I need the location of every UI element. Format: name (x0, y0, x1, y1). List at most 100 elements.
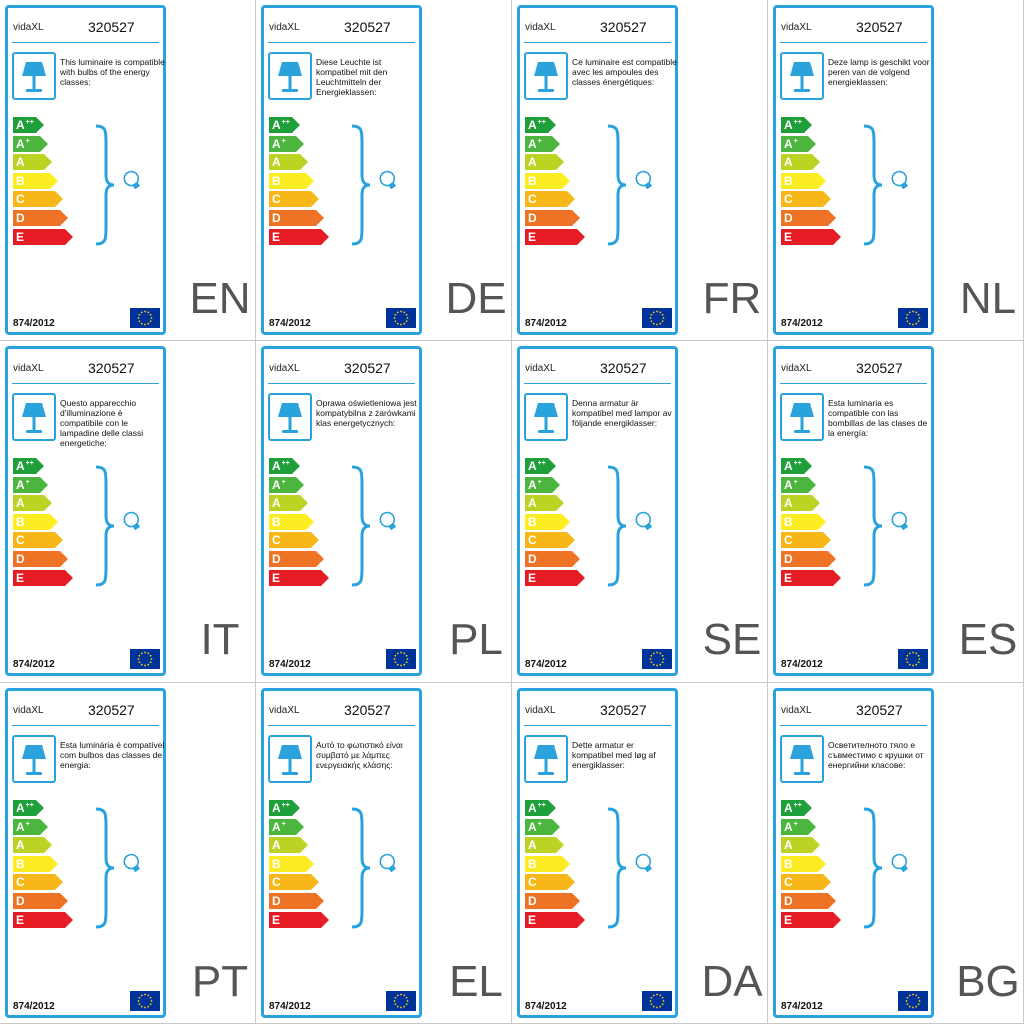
energy-class-letter: A (16, 136, 25, 151)
language-code: DA (701, 957, 763, 1006)
brand-name: vidaXL (525, 22, 556, 33)
energy-class-letter: E (16, 912, 25, 927)
regulation-number: 874/2012 (525, 659, 567, 670)
energy-class-letter: C (784, 192, 793, 207)
label-cell-de: vidaXL 320527 Diese Leuchte ist kompatib… (256, 0, 512, 341)
energy-class-label: E (16, 230, 24, 244)
model-number: 320527 (88, 702, 135, 718)
energy-class-label: A+ (16, 478, 30, 492)
model-number: 320527 (856, 360, 903, 376)
language-code: SE (702, 615, 762, 664)
energy-class-label: E (16, 913, 24, 927)
energy-class-arrow: C (781, 532, 833, 549)
energy-class-arrow: B (13, 855, 60, 872)
energy-class-letter: A (528, 838, 537, 853)
eu-flag-icon (898, 308, 928, 328)
energy-class-arrow: C (269, 874, 321, 891)
energy-class-letter: C (16, 875, 25, 890)
energy-class-label: A (16, 155, 25, 169)
energy-class-label: A+ (16, 820, 30, 834)
label-cell-fr: vidaXL 320527 Ce luminaire est compatibl… (512, 0, 768, 341)
energy-class-letter: D (528, 210, 537, 225)
energy-class-arrow: E (781, 228, 843, 245)
energy-class-letter: D (528, 551, 537, 566)
energy-class-label: A+ (16, 137, 30, 151)
energy-class-arrow: A (269, 837, 310, 854)
brace-icon (351, 807, 371, 929)
energy-class-label: B (16, 857, 25, 871)
energy-class-arrow: C (13, 874, 65, 891)
eu-flag-icon (130, 649, 160, 669)
language-code: EL (449, 957, 503, 1006)
header-divider (780, 383, 927, 384)
energy-class-letter: A (528, 819, 537, 834)
energy-class-label: A++ (272, 118, 290, 132)
energy-label-card: vidaXL 320527 Esta luminaria es compatib… (773, 346, 934, 676)
energy-class-label: A (16, 496, 25, 510)
energy-class-letter: B (16, 173, 25, 188)
energy-label-card: vidaXL 320527 Deze lamp is geschikt voor… (773, 5, 934, 335)
energy-class-label: A+ (784, 137, 798, 151)
energy-class-label: E (784, 230, 792, 244)
energy-class-letter: D (16, 210, 25, 225)
brace-icon (95, 807, 115, 929)
energy-class-superscript: ++ (537, 460, 546, 467)
energy-class-letter: B (16, 514, 25, 529)
brand-name: vidaXL (781, 363, 812, 374)
energy-class-label: A (272, 496, 281, 510)
energy-class-arrow: A (781, 154, 822, 171)
table-lamp-icon (12, 52, 56, 100)
energy-class-label: A++ (16, 459, 34, 473)
energy-class-arrow: A (269, 495, 310, 512)
label-cell-da: vidaXL 320527 Dette armatur er kompatibe… (512, 683, 768, 1024)
energy-class-letter: D (16, 893, 25, 908)
table-lamp-icon (524, 393, 568, 441)
model-number: 320527 (856, 19, 903, 35)
energy-class-arrow: A+ (525, 135, 562, 152)
energy-class-label: A++ (784, 118, 802, 132)
compatibility-text: Αυτό το φωτιστικό είναι συμβατό με λάμπε… (316, 740, 403, 770)
energy-class-superscript: + (793, 820, 798, 828)
header-divider (524, 725, 671, 726)
energy-class-label: C (528, 192, 537, 206)
brace-icon (351, 124, 371, 246)
energy-class-label: C (16, 192, 25, 206)
compatibility-text: Esta luminaria es compatible con las bom… (828, 398, 928, 438)
energy-class-label: B (272, 174, 281, 188)
energy-class-label: A++ (528, 118, 546, 132)
label-cell-bg: vidaXL 320527 Осветителното тяло е съвме… (768, 683, 1024, 1024)
energy-class-arrow: A++ (13, 117, 46, 133)
energy-class-letter: B (528, 514, 537, 529)
energy-class-letter: A (16, 819, 25, 834)
energy-class-label: C (16, 533, 25, 547)
regulation-number: 874/2012 (13, 659, 55, 670)
energy-class-arrow: C (525, 874, 577, 891)
light-bulb-icon (123, 853, 141, 873)
brand-name: vidaXL (13, 22, 44, 33)
language-code: NL (959, 274, 1017, 323)
energy-class-arrow: A (525, 837, 566, 854)
energy-class-label: C (784, 192, 793, 206)
energy-class-arrow: E (525, 228, 587, 245)
energy-class-label: A (272, 155, 281, 169)
energy-class-letter: E (528, 229, 537, 244)
compatibility-text: Dette armatur er kompatibel med løg af e… (572, 740, 656, 770)
energy-class-arrow: A (13, 837, 54, 854)
energy-class-letter: D (784, 551, 793, 566)
energy-class-label: D (16, 211, 25, 225)
language-code: PL (449, 615, 503, 664)
energy-class-label: D (528, 552, 537, 566)
header-divider (780, 725, 927, 726)
energy-class-label: A+ (272, 137, 286, 151)
label-cell-pt: vidaXL 320527 Esta luminária é compatíve… (0, 683, 256, 1024)
energy-class-letter: A (784, 118, 793, 132)
energy-class-arrow: A++ (525, 458, 558, 474)
energy-class-superscript: ++ (281, 119, 290, 126)
energy-class-superscript: ++ (25, 460, 34, 467)
energy-class-arrow: C (781, 191, 833, 208)
energy-class-letter: E (528, 912, 537, 927)
model-number: 320527 (600, 19, 647, 35)
energy-class-arrow: C (525, 532, 577, 549)
energy-class-label: C (528, 875, 537, 889)
energy-class-label: A (272, 838, 281, 852)
